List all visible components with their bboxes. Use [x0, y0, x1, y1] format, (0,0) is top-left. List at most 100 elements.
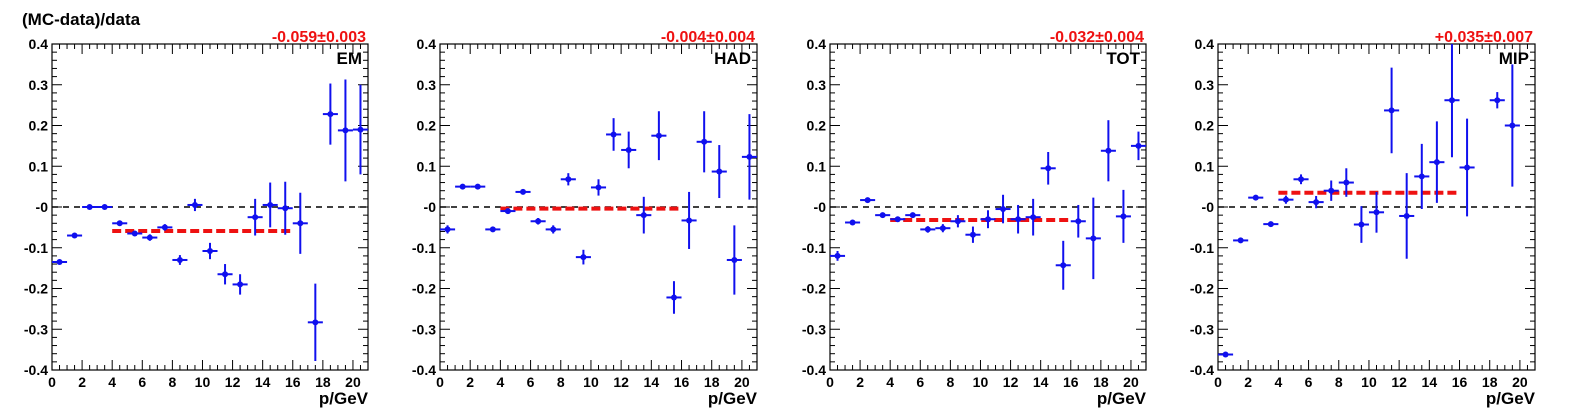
point-marker: [565, 176, 572, 183]
x-tick-label: 6: [527, 374, 535, 390]
chart-panel-had: -0.4 -0.3 -0.2 -0.1 -0 0.1 0.2 0.3 0.4 0 2 4 6 8 10 12 1…: [412, 29, 758, 408]
point-marker: [1373, 209, 1380, 216]
fit-result-label: -0.004±0.004: [661, 29, 755, 46]
data-point: [1384, 67, 1400, 154]
x-tick-label: 16: [1452, 374, 1468, 390]
point-marker: [625, 146, 632, 153]
point-marker: [161, 224, 168, 231]
x-tick-label: 14: [1422, 374, 1438, 390]
point-marker: [954, 218, 961, 225]
x-tick-label: 0: [1214, 374, 1222, 390]
data-point: [1444, 44, 1460, 158]
x-tick-label: 16: [1063, 374, 1079, 390]
point-marker: [282, 205, 289, 212]
panel-label: MIP: [1499, 49, 1529, 68]
y-tick-label: 0.2: [807, 118, 827, 134]
point-marker: [1030, 214, 1037, 221]
data-point: [1293, 174, 1309, 185]
x-tick-label: 0: [48, 374, 56, 390]
data-point: [67, 232, 83, 239]
point-marker: [71, 232, 78, 239]
x-axis-title: p/GeV: [319, 389, 369, 408]
x-tick-label: 20: [345, 374, 361, 390]
point-marker: [1105, 147, 1112, 154]
data-point: [1070, 204, 1086, 238]
point-marker: [1494, 97, 1501, 104]
point-marker: [191, 201, 198, 208]
panels: -0.4 -0.3 -0.2 -0.1 -0 0.1 0.2 0.3 0.4 0 2 4 6 8 10 12 1…: [24, 29, 1536, 408]
x-tick-label: 10: [973, 374, 989, 390]
point-marker: [1298, 176, 1305, 183]
data-point: [52, 259, 68, 266]
chart-panel-mip: -0.4 -0.3 -0.2 -0.1 -0 0.1 0.2 0.3 0.4 0 2 4 6 8 10 12 1…: [1190, 29, 1536, 408]
data-point: [292, 192, 308, 254]
data-point: [515, 188, 531, 195]
x-tick-label: 18: [315, 374, 331, 390]
point-marker: [504, 208, 511, 215]
y-tick-label: -0: [814, 199, 827, 215]
x-tick-label: 2: [856, 374, 864, 390]
data-point: [1323, 180, 1339, 201]
panel-label: EM: [337, 49, 363, 68]
point-marker: [640, 212, 647, 219]
data-point: [1308, 195, 1324, 209]
data-point: [1115, 189, 1131, 243]
y-tick-label: -0.4: [1190, 362, 1214, 378]
data-point: [1338, 168, 1354, 197]
data-point: [337, 79, 353, 182]
panel-label: TOT: [1106, 49, 1140, 68]
x-axis-title: p/GeV: [1097, 389, 1147, 408]
y-tick-label: -0.2: [1190, 281, 1214, 297]
x-tick-label: 18: [1093, 374, 1109, 390]
x-tick-label: 20: [734, 374, 750, 390]
data-point: [1399, 173, 1415, 259]
x-tick-label: 6: [138, 374, 146, 390]
y-tick-label: -0.1: [24, 240, 48, 256]
data-point: [1100, 120, 1116, 182]
x-tick-label: 16: [285, 374, 301, 390]
x-tick-label: 12: [1391, 374, 1407, 390]
data-point: [1085, 197, 1101, 280]
point-marker: [686, 217, 693, 224]
x-tick-label: 8: [168, 374, 176, 390]
data-point: [860, 197, 876, 204]
x-tick-label: 2: [1244, 374, 1252, 390]
y-tick-label: 0.4: [807, 36, 827, 52]
y-tick-label: 0.1: [417, 158, 437, 174]
x-tick-label: 8: [946, 374, 954, 390]
data-point: [1504, 64, 1520, 187]
point-marker: [610, 131, 617, 138]
x-tick-label: 6: [1305, 374, 1313, 390]
point-marker: [342, 127, 349, 134]
x-tick-label: 14: [255, 374, 271, 390]
y-tick-label: 0.4: [1195, 36, 1215, 52]
data-point: [202, 242, 218, 260]
data-point: [232, 274, 248, 295]
x-tick-label: 2: [466, 374, 474, 390]
point-marker: [267, 201, 274, 208]
x-tick-label: 0: [436, 374, 444, 390]
data-point: [1055, 240, 1071, 290]
data-point: [590, 179, 607, 196]
point-marker: [1000, 206, 1007, 213]
point-marker: [894, 216, 901, 223]
data-point: [440, 225, 456, 234]
data-point: [1130, 131, 1146, 161]
x-tick-label: 14: [1033, 374, 1049, 390]
data-point: [935, 224, 951, 233]
data-point: [920, 226, 936, 233]
point-marker: [312, 319, 319, 326]
point-marker: [1135, 142, 1142, 149]
data-point: [1429, 121, 1445, 203]
point-marker: [146, 234, 153, 241]
fit-result-label: -0.032±0.004: [1050, 29, 1144, 46]
x-tick-label: 12: [613, 374, 629, 390]
x-tick-label: 8: [557, 374, 565, 390]
y-tick-label: 0.3: [417, 77, 437, 93]
point-marker: [116, 220, 123, 227]
point-marker: [1237, 237, 1244, 244]
point-marker: [252, 214, 259, 221]
y-tick-label: -0.1: [412, 240, 436, 256]
point-marker: [207, 248, 213, 255]
point-marker: [1433, 159, 1440, 166]
